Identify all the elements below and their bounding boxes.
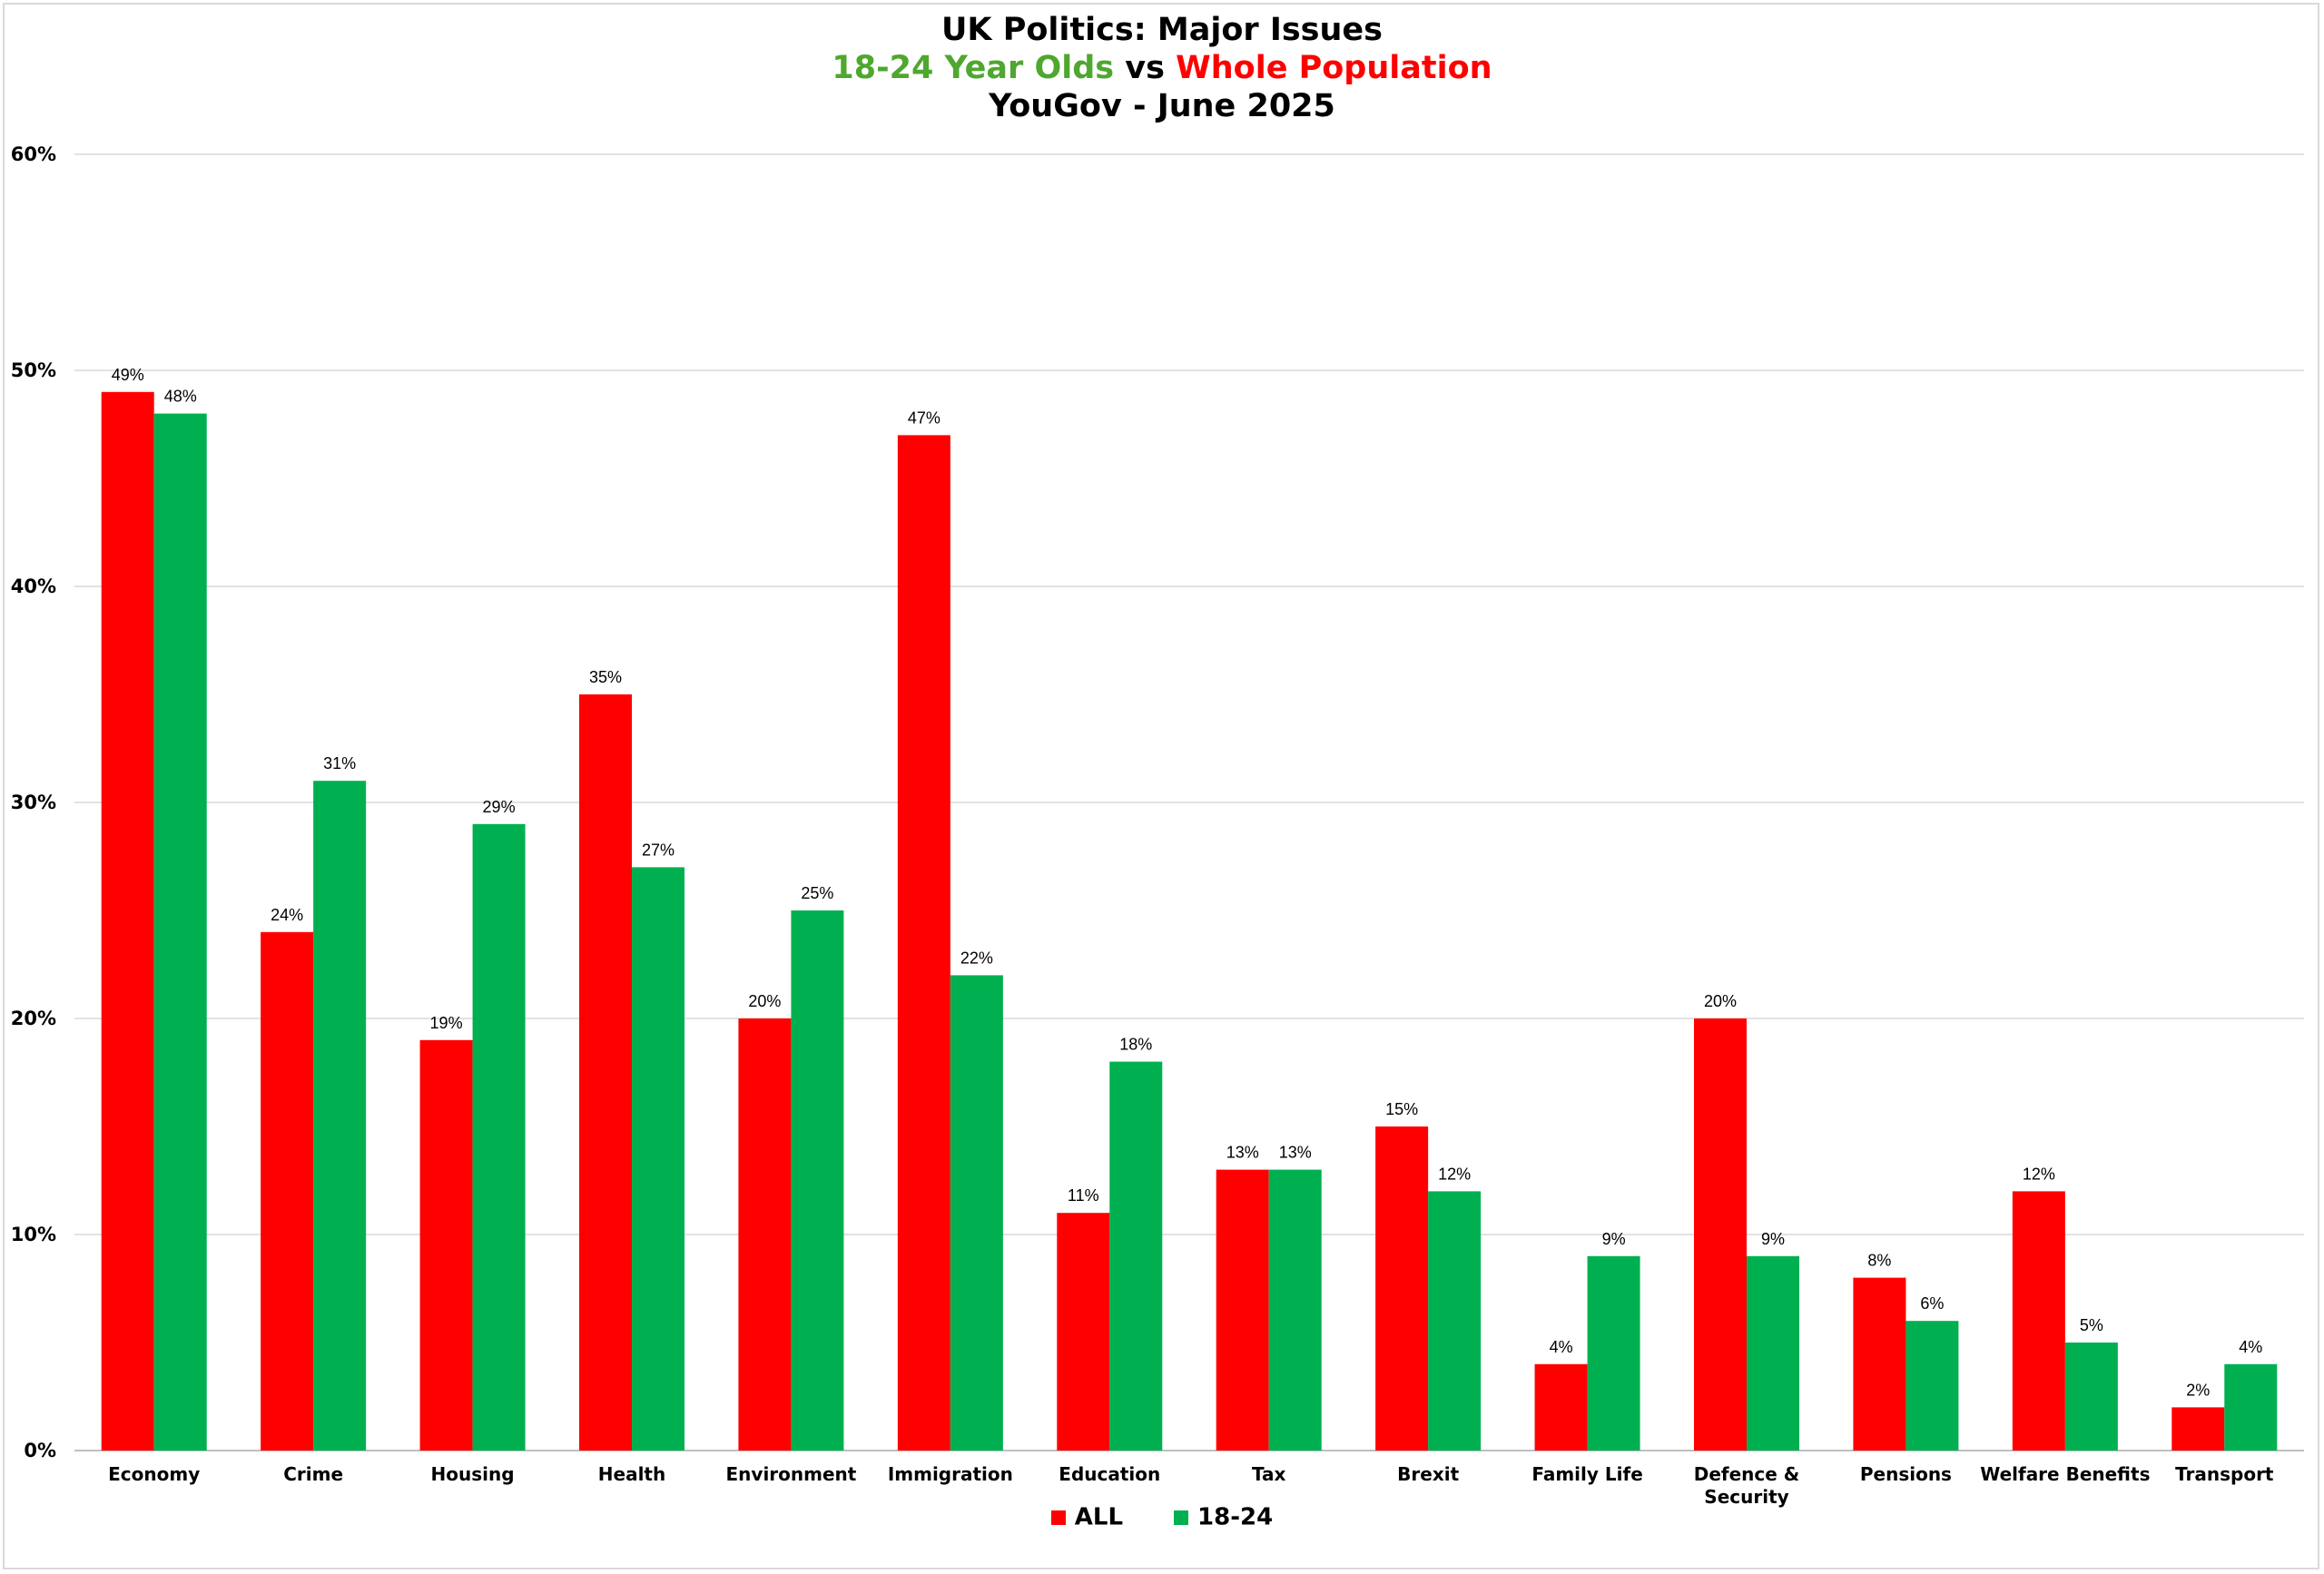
category-label: Crime — [283, 1463, 343, 1485]
bar-all — [2012, 1191, 2065, 1451]
category-label: Brexit — [1397, 1463, 1459, 1485]
data-label: 29% — [483, 798, 516, 816]
data-label: 9% — [1761, 1230, 1785, 1248]
bar-18-24 — [2064, 1343, 2118, 1451]
bar-all — [1216, 1169, 1269, 1451]
bar-all — [101, 391, 154, 1451]
data-label: 31% — [323, 754, 356, 772]
data-label: 19% — [430, 1014, 463, 1032]
bar-all — [1694, 1018, 1747, 1451]
data-label: 11% — [1068, 1186, 1099, 1205]
category-label: Tax — [1252, 1463, 1286, 1485]
category-label: Education — [1059, 1463, 1160, 1485]
bar-18-24 — [313, 781, 367, 1451]
chart-legend: ALL 18-24 — [0, 1503, 2324, 1531]
data-label: 48% — [164, 388, 197, 406]
bar-all — [1057, 1213, 1110, 1451]
data-label: 18% — [1119, 1036, 1152, 1054]
data-label: 20% — [748, 992, 781, 1010]
legend-label: ALL — [1074, 1503, 1124, 1531]
data-label: 13% — [1226, 1144, 1259, 1162]
category-label: Immigration — [888, 1463, 1013, 1485]
category-label: Transport — [2175, 1463, 2274, 1485]
chart-title-block: UK Politics: Major Issues 18-24 Year Old… — [0, 11, 2324, 125]
category-label: Economy — [108, 1463, 200, 1485]
bar-18-24 — [791, 910, 844, 1451]
y-tick-label: 60% — [11, 143, 56, 165]
data-label: 4% — [2239, 1338, 2262, 1356]
data-label: 6% — [1920, 1294, 1944, 1313]
category-label: Welfare Benefits — [1980, 1463, 2150, 1485]
chart-title: UK Politics: Major Issues — [940, 12, 1384, 48]
data-label: 20% — [1704, 992, 1737, 1010]
category-label: Environment — [726, 1463, 857, 1485]
data-label: 27% — [642, 841, 675, 859]
bar-18-24 — [1428, 1191, 1482, 1451]
subtitle-youth: 18-24 Year Olds — [832, 50, 1115, 86]
category-label: Family Life — [1531, 1463, 1642, 1485]
bar-18-24 — [1587, 1255, 1640, 1451]
data-label: 15% — [1385, 1100, 1418, 1118]
data-label: 4% — [1550, 1338, 1573, 1356]
subtitle-population: Whole Population — [1176, 50, 1492, 86]
data-label: 12% — [2023, 1165, 2055, 1183]
legend-swatch — [1174, 1510, 1189, 1525]
subtitle-connector: vs — [1125, 50, 1165, 86]
bar-all — [1534, 1363, 1588, 1451]
category-label: Pensions — [1860, 1463, 1952, 1485]
y-tick-label: 50% — [11, 359, 56, 381]
category-label: Security — [1704, 1486, 1788, 1508]
data-label: 12% — [1438, 1165, 1471, 1183]
legend-item: ALL — [1050, 1503, 1124, 1531]
bar-18-24 — [2224, 1363, 2278, 1451]
bar-all — [419, 1039, 473, 1451]
data-label: 22% — [960, 949, 993, 967]
bar-all — [261, 931, 314, 1451]
data-label: 47% — [908, 408, 940, 427]
data-label: 8% — [1867, 1252, 1891, 1270]
legend-swatch — [1050, 1510, 1066, 1525]
bar-18-24 — [632, 867, 684, 1451]
bar-all — [579, 694, 632, 1451]
bar-all — [897, 435, 950, 1451]
chart-frame — [3, 3, 2319, 1569]
bar-18-24 — [153, 413, 207, 1451]
y-tick-label: 30% — [11, 792, 56, 813]
category-label: Defence & — [1694, 1463, 1800, 1485]
bar-18-24 — [1268, 1169, 1322, 1451]
data-label: 5% — [2080, 1316, 2103, 1334]
data-label: 2% — [2186, 1381, 2210, 1399]
chart-subtitle: 18-24 Year Olds vs Whole Population — [0, 49, 2324, 87]
category-label: Housing — [431, 1463, 515, 1485]
y-tick-label: 10% — [11, 1224, 56, 1245]
bar-18-24 — [1905, 1321, 1959, 1451]
legend-label: 18-24 — [1197, 1503, 1274, 1531]
legend-item: 18-24 — [1174, 1503, 1273, 1531]
bar-all — [2171, 1407, 2225, 1451]
bar-all — [1375, 1126, 1429, 1451]
bar-18-24 — [950, 975, 1003, 1451]
bar-all — [738, 1018, 792, 1451]
data-label: 13% — [1279, 1144, 1312, 1162]
bar-18-24 — [472, 823, 526, 1451]
category-label: Health — [598, 1463, 665, 1485]
data-label: 35% — [589, 668, 622, 686]
data-label: 25% — [801, 884, 833, 902]
data-label: 49% — [112, 366, 144, 384]
data-label: 24% — [271, 906, 303, 924]
chart-source-line: YouGov - June 2025 — [989, 88, 1335, 124]
y-tick-label: 20% — [11, 1008, 56, 1029]
y-tick-label: 40% — [11, 575, 56, 597]
data-label: 9% — [1602, 1230, 1626, 1248]
y-tick-label: 0% — [24, 1440, 56, 1461]
bar-18-24 — [1747, 1255, 1799, 1451]
bar-all — [1853, 1277, 1906, 1451]
bar-18-24 — [1109, 1061, 1163, 1451]
